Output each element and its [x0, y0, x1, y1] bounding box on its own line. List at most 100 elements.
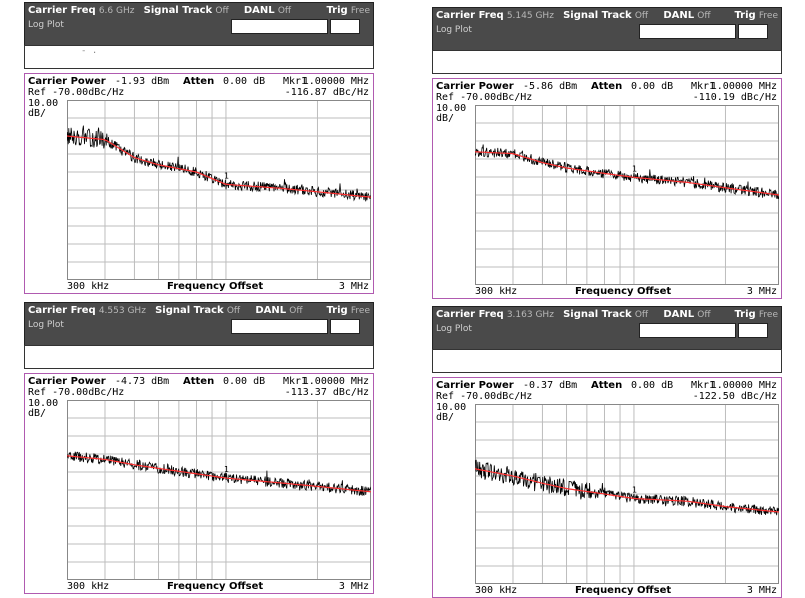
signal-track-value: Off [226, 306, 241, 316]
entry-field-small[interactable] [738, 24, 768, 39]
status-bar: - . [24, 45, 374, 69]
marker-level: -122.50 dBc/Hz [692, 391, 777, 402]
atten-value: 0.00 dB [631, 380, 674, 391]
entry-field[interactable] [639, 323, 736, 338]
noise-trace [475, 459, 779, 516]
plot-frame [67, 100, 371, 280]
atten-value: 0.00 dB [223, 376, 266, 387]
x-end-label: 3 MHz [338, 281, 369, 292]
entry-field[interactable] [231, 319, 328, 334]
marker-freq: 1.00000 MHz [302, 376, 369, 387]
scale-unit: dB/ [28, 408, 47, 419]
marker-freq: 1.00000 MHz [710, 380, 777, 391]
entry-field-small[interactable] [330, 19, 360, 34]
header-bar: Carrier Freq 3.163 GHz Signal Track Off … [432, 306, 782, 350]
atten-value: 0.00 dB [223, 76, 266, 87]
status-text: - . [81, 46, 98, 56]
marker-label: Mkr1 [283, 76, 308, 87]
spectrum-panel: Carrier Freq 4.553 GHz Signal Track Off … [24, 302, 374, 594]
ref-level: Ref -70.00dBc/Hz [28, 87, 125, 98]
status-bar [432, 349, 782, 373]
trig-label: Trig [734, 10, 756, 21]
scale-unit: dB/ [28, 108, 47, 119]
carrier-power-value: -4.73 dBm [115, 376, 170, 387]
signal-track-label: Signal Track [563, 309, 632, 320]
carrier-freq-value: 4.553 GHz [98, 306, 146, 316]
marker-label: Mkr1 [691, 81, 716, 92]
danl-value: Off [697, 310, 711, 320]
danl-value: Off [697, 11, 711, 21]
trig-label: Trig [734, 309, 756, 320]
signal-track-value: Off [634, 11, 649, 21]
marker-level: -116.87 dBc/Hz [284, 87, 369, 98]
x-start-label: 300 kHz [475, 585, 518, 596]
x-axis-label: Frequency Offset [167, 281, 264, 292]
carrier-power-value: -5.86 dBm [523, 81, 578, 92]
x-start-label: 300 kHz [67, 281, 110, 292]
marker-freq: 1.00000 MHz [710, 81, 777, 92]
carrier-freq-value: 5.145 GHz [506, 11, 554, 21]
spectrum-plot: 1 [67, 400, 371, 580]
carrier-power-label: Carrier Power [436, 81, 514, 92]
carrier-power-label: Carrier Power [28, 376, 106, 387]
log-plot-label: Log Plot [436, 324, 472, 334]
spectrum-plot: 1 [475, 404, 779, 584]
trig-value: Free [350, 6, 370, 16]
header-bar: Carrier Freq 4.553 GHz Signal Track Off … [24, 302, 374, 346]
carrier-freq-label: Carrier Freq [28, 5, 96, 16]
plot-frame [67, 400, 371, 580]
x-end-label: 3 MHz [338, 581, 369, 592]
trig-value: Free [758, 310, 778, 320]
marker-level: -110.19 dBc/Hz [692, 92, 777, 103]
spectrum-plot: 1 [67, 100, 371, 280]
trig-label: Trig [326, 5, 348, 16]
danl-label: DANL [243, 5, 275, 16]
noise-trace [67, 125, 371, 202]
entry-field[interactable] [639, 24, 736, 39]
x-axis-label: Frequency Offset [575, 286, 672, 297]
status-bar [24, 345, 374, 369]
carrier-freq-value: 3.163 GHz [506, 310, 554, 320]
danl-label: DANL [663, 10, 695, 21]
atten-label: Atten [591, 81, 623, 92]
carrier-power-label: Carrier Power [28, 76, 106, 87]
marker-1-label: 1 [224, 171, 229, 180]
carrier-power-value: -1.93 dBm [115, 76, 170, 87]
signal-track-label: Signal Track [563, 10, 632, 21]
carrier-freq-label: Carrier Freq [436, 309, 504, 320]
atten-value: 0.00 dB [631, 81, 674, 92]
smoothed-trace [67, 135, 371, 198]
spectrum-panel: Carrier Freq 5.145 GHz Signal Track Off … [432, 7, 782, 299]
carrier-freq-label: Carrier Freq [436, 10, 504, 21]
marker-1-label: 1 [224, 465, 229, 474]
entry-field[interactable] [231, 19, 328, 34]
carrier-power-label: Carrier Power [436, 380, 514, 391]
trig-label: Trig [326, 305, 348, 316]
marker-freq: 1.00000 MHz [302, 76, 369, 87]
danl-label: DANL [255, 305, 287, 316]
log-plot-label: Log Plot [28, 320, 64, 330]
trig-value: Free [350, 306, 370, 316]
spectrum-plot: 1 [475, 105, 779, 285]
marker-level: -113.37 dBc/Hz [284, 387, 369, 398]
marker-1-label: 1 [632, 486, 637, 495]
signal-track-value: Off [215, 6, 229, 16]
measurement-area: Carrier Power -1.93 dBm Atten 0.00 dB Mk… [24, 73, 374, 294]
carrier-freq-value: 6.6 GHz [98, 6, 135, 16]
atten-label: Atten [183, 76, 215, 87]
x-start-label: 300 kHz [475, 286, 518, 297]
plot-frame [475, 404, 779, 584]
scale-div: 10.00 [436, 402, 467, 413]
x-axis-label: Frequency Offset [575, 585, 672, 596]
smoothed-trace [475, 151, 779, 196]
danl-label: DANL [663, 309, 695, 320]
entry-field-small[interactable] [330, 319, 360, 334]
log-plot-label: Log Plot [28, 20, 64, 30]
measurement-area: Carrier Power -0.37 dBm Atten 0.00 dB Mk… [432, 377, 782, 598]
entry-field-small[interactable] [738, 323, 768, 338]
ref-level: Ref -70.00dBc/Hz [436, 391, 533, 402]
trig-value: Free [758, 11, 778, 21]
signal-track-label: Signal Track [143, 5, 213, 16]
scale-div: 10.00 [28, 398, 59, 409]
smoothed-trace [67, 455, 371, 493]
